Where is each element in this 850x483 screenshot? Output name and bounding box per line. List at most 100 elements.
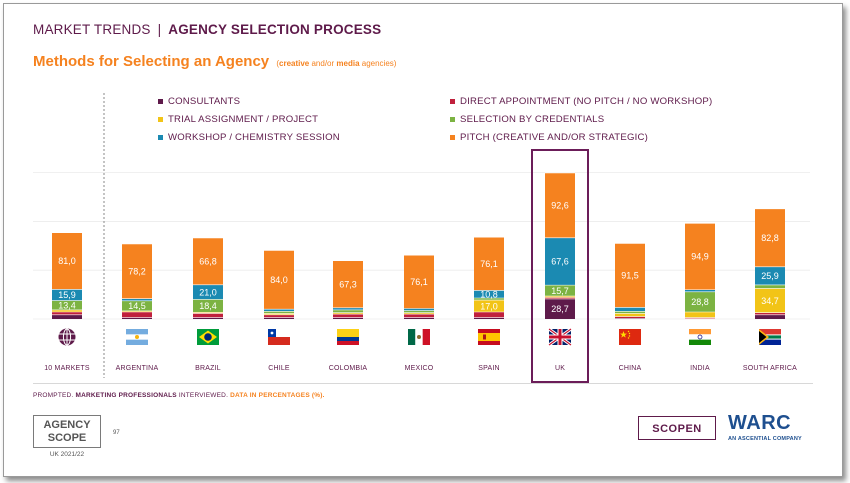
- bar-trial: [404, 312, 434, 315]
- footnote-bold: MARKETING PROFESSIONALS: [75, 392, 177, 399]
- bar-credentials: [615, 311, 645, 314]
- agency-logo-line2: SCOPE: [47, 432, 87, 444]
- subtitle-open: (: [276, 59, 279, 68]
- category-label: BRAZIL: [195, 365, 221, 372]
- bar-workshop: [52, 289, 82, 301]
- legend-swatch: [450, 135, 455, 140]
- bar-consultants: [333, 317, 363, 319]
- legend-label: CONSULTANTS: [168, 96, 241, 107]
- subtitle-tail: agencies): [359, 59, 397, 68]
- bar-consultants: [404, 317, 434, 319]
- header-separator: |: [157, 22, 162, 37]
- bar-trial: [615, 313, 645, 317]
- bar-consultants: [545, 298, 575, 319]
- bar-direct: [404, 314, 434, 318]
- data-label: 18,4: [199, 301, 217, 311]
- bar-credentials: [52, 300, 82, 310]
- legend-label: DIRECT APPOINTMENT (NO PITCH / NO WORKSH…: [460, 96, 713, 107]
- bar-credentials: [474, 298, 504, 301]
- legend-item-workshop: WORKSHOP / CHEMISTRY SESSION: [158, 132, 340, 143]
- data-label: 21,0: [199, 287, 217, 297]
- bar-credentials: [122, 300, 152, 311]
- bar-pitch: [264, 250, 294, 310]
- bar-pitch: [474, 237, 504, 291]
- warc-logo: WARC: [728, 412, 792, 434]
- legend-item-trial: TRIAL ASSIGNMENT / PROJECT: [158, 114, 318, 125]
- category-label: CHILE: [268, 365, 290, 372]
- page-number: 97: [113, 430, 120, 436]
- legend-label: SELECTION BY CREDENTIALS: [460, 114, 605, 125]
- data-label: 76,1: [410, 277, 428, 287]
- bar-consultants: [52, 314, 82, 319]
- bar-consultants: [193, 317, 223, 319]
- bar-direct: [52, 312, 82, 315]
- legend-swatch: [158, 99, 163, 104]
- bar-workshop: [755, 266, 785, 285]
- legend-item-direct: DIRECT APPOINTMENT (NO PITCH / NO WORKSH…: [450, 96, 712, 107]
- bar-credentials: [193, 299, 223, 313]
- data-label: 15,9: [58, 290, 76, 300]
- bar-direct: [122, 312, 152, 318]
- category-label: ARGENTINA: [116, 365, 159, 372]
- warc-logo-subtitle: AN ASCENTIAL COMPANY: [728, 436, 802, 442]
- data-label: 66,8: [199, 257, 217, 267]
- bar-trial: [193, 312, 223, 314]
- globe-icon: [58, 328, 76, 346]
- data-label: 14,5: [128, 301, 146, 311]
- bar-pitch: [122, 243, 152, 299]
- bar-direct: [333, 314, 363, 318]
- chart-bars: 13,415,9 81,0 14,5 78,2 18,4 21,0 66,8 84,0 67,3…: [52, 149, 785, 383]
- chart-title: Methods for Selecting an Agency (creativ…: [33, 53, 396, 70]
- bar-credentials: [545, 285, 575, 297]
- bottom-divider: [33, 383, 813, 384]
- category-label: COLOMBIA: [329, 365, 368, 372]
- legend-swatch: [158, 135, 163, 140]
- data-label: 84,0: [270, 275, 288, 285]
- bar-credentials: [264, 311, 294, 314]
- category-label: SOUTH AFRICA: [743, 365, 797, 372]
- bar-trial: [755, 288, 785, 313]
- bar-trial: [474, 300, 504, 312]
- bar-pitch: [755, 208, 785, 267]
- bar-trial: [52, 309, 82, 312]
- subtitle-and: and/or: [309, 59, 337, 68]
- bar-consultants: [264, 317, 294, 319]
- bar-pitch: [193, 238, 223, 285]
- flag-india-icon: [689, 329, 711, 345]
- flag-south-africa-icon: [759, 329, 781, 345]
- data-label: 91,5: [621, 271, 639, 281]
- bar-workshop: [333, 307, 363, 310]
- footnote-orange: DATA IN PERCENTAGES (%).: [230, 392, 325, 399]
- data-label: 10,8: [480, 289, 498, 299]
- data-label: 15,7: [551, 286, 569, 296]
- bar-direct: [264, 314, 294, 318]
- bar-credentials: [404, 310, 434, 313]
- flag-argentina-icon: [126, 329, 148, 345]
- bar-direct: [755, 312, 785, 315]
- flag-china-icon: [619, 329, 641, 345]
- footnote: PROMPTED. MARKETING PROFESSIONALS INTERV…: [33, 392, 325, 399]
- flag-brazil-icon: [197, 329, 219, 345]
- footnote-mid: INTERVIEWED.: [176, 392, 231, 399]
- data-label: 34,7: [761, 296, 779, 306]
- data-label: 67,3: [339, 279, 357, 289]
- chart-icons: [58, 327, 781, 347]
- header-topic: AGENCY SELECTION PROCESS: [168, 22, 382, 37]
- legend-swatch: [158, 117, 163, 122]
- bar-credentials: [755, 284, 785, 289]
- bar-pitch: [404, 255, 434, 309]
- data-label: 92,6: [551, 201, 569, 211]
- chart-category-labels: 10 MARKETS ARGENTINA BRAZIL CHILE COLOMBIA ME…: [44, 365, 797, 372]
- data-label: 82,8: [761, 233, 779, 243]
- bar-consultants: [755, 314, 785, 319]
- subtitle-media: media: [336, 59, 360, 68]
- bar-trial: [685, 312, 715, 318]
- bar-direct: [615, 316, 645, 319]
- bar-direct: [685, 317, 715, 319]
- agency-scope-year: UK 2021/22: [49, 451, 85, 458]
- legend-swatch: [450, 99, 455, 104]
- data-label: 76,1: [480, 259, 498, 269]
- category-label: SPAIN: [478, 365, 500, 372]
- legend-swatch: [450, 117, 455, 122]
